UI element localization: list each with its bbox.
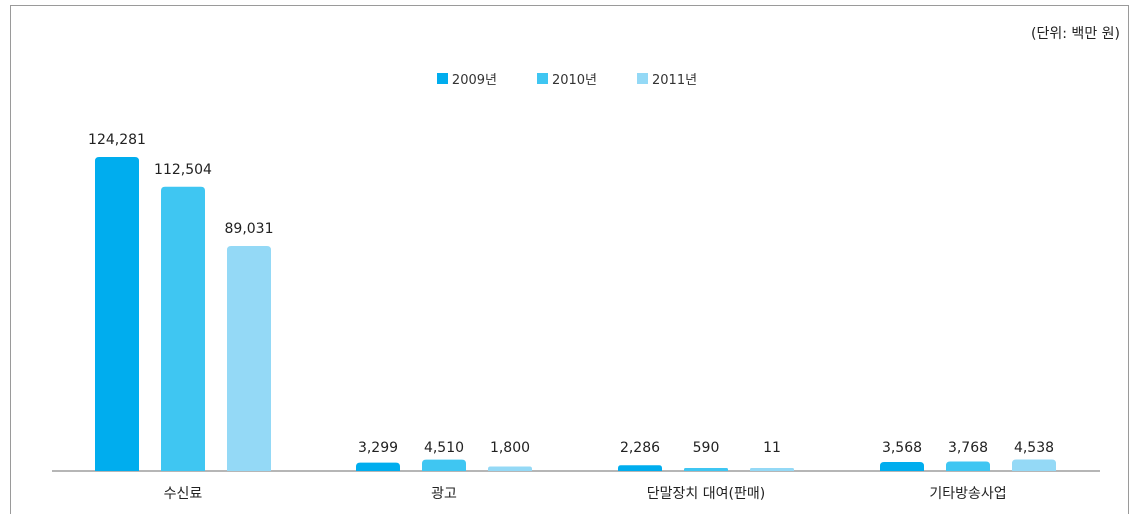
data-label: 3,568 <box>882 440 922 456</box>
unit-label: (단위: 백만 원) <box>1031 26 1120 42</box>
data-label: 3,768 <box>948 440 988 456</box>
data-label: 89,031 <box>225 221 274 237</box>
legend-label: 2009년 <box>451 73 497 88</box>
category-label: 기타방송사업 <box>929 486 1006 502</box>
bar-2-0 <box>618 465 662 471</box>
data-label: 11 <box>763 440 781 456</box>
data-label: 3,299 <box>358 440 398 456</box>
category-label: 수신료 <box>164 486 203 502</box>
legend-swatch <box>536 73 548 84</box>
legend-swatch <box>436 73 448 84</box>
legend-item-1: 2010년 <box>536 69 598 88</box>
bar-2-2 <box>750 468 794 471</box>
data-label: 124,281 <box>88 132 146 148</box>
bar-2-1 <box>684 468 728 471</box>
bar-0-1 <box>161 186 205 471</box>
legend-item-2: 2011년 <box>637 69 697 88</box>
bar-0-0 <box>95 157 139 471</box>
bar-3-2 <box>1012 459 1056 471</box>
legend-label: 2011년 <box>652 73 698 88</box>
legend-swatch <box>637 73 649 84</box>
data-label: 4,538 <box>1014 440 1054 456</box>
category-label: 단말장치 대여(판매) <box>647 486 765 502</box>
bar-3-1 <box>946 461 990 471</box>
chart-frame <box>10 5 1129 514</box>
category-label: 광고 <box>431 486 457 502</box>
bar-0-2 <box>227 246 271 471</box>
bar-1-2 <box>488 466 532 471</box>
legend-item-0: 2009년 <box>436 69 497 88</box>
bar-1-0 <box>356 462 400 471</box>
data-label: 2,286 <box>620 440 660 456</box>
legend-label: 2010년 <box>551 73 598 88</box>
data-label: 4,510 <box>424 440 464 456</box>
data-label: 112,504 <box>154 162 212 178</box>
bar-1-1 <box>422 459 466 471</box>
legend: 2009년 2010년 2011년 <box>0 69 1134 88</box>
bar-3-0 <box>880 461 924 471</box>
data-label: 590 <box>693 440 720 456</box>
data-label: 1,800 <box>490 440 530 456</box>
